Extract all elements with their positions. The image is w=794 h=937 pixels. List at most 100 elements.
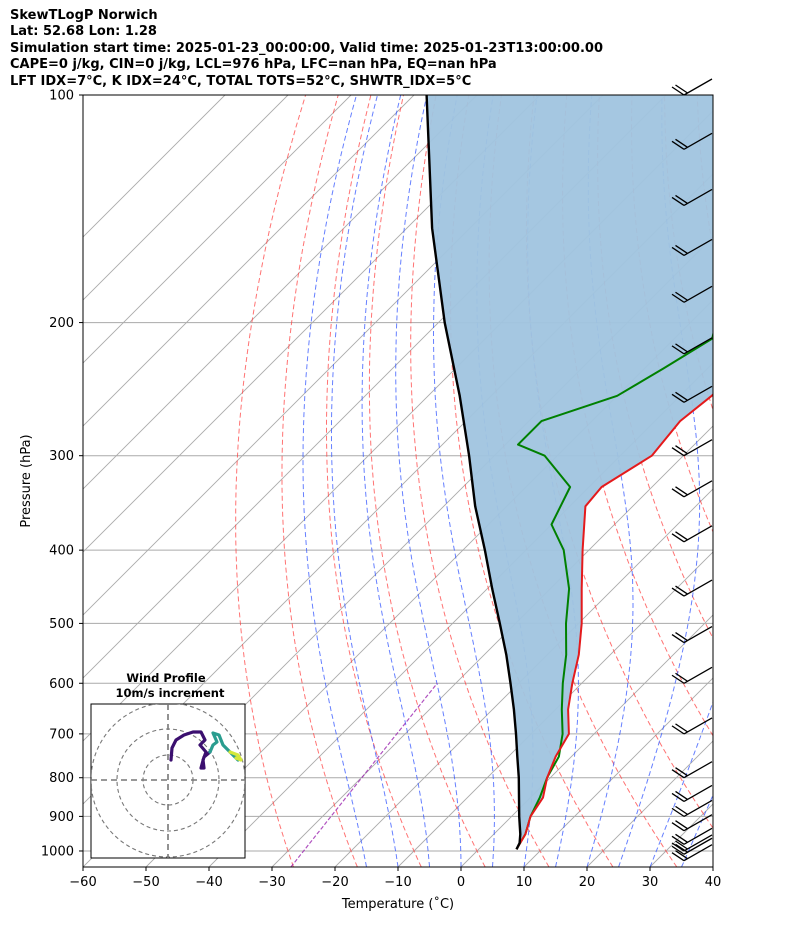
barb-flag <box>671 835 685 845</box>
barb-flag <box>671 488 685 498</box>
inset-subtitle: 10m/s increment <box>116 686 225 700</box>
isotherm-line <box>271 425 713 867</box>
barb-flag <box>675 631 688 642</box>
barb-staff <box>683 188 713 207</box>
y-axis-label: Pressure (hPa) <box>19 434 34 527</box>
barb-flag <box>671 393 685 403</box>
wind-barb <box>671 439 713 457</box>
barb-flag <box>675 723 688 733</box>
y-tick-label: 200 <box>49 316 74 331</box>
wind-barb <box>671 834 713 852</box>
barb-staff <box>683 761 713 779</box>
barb-staff <box>683 834 713 852</box>
wind-barb <box>671 579 713 597</box>
wind-barb <box>671 132 713 150</box>
wind-barb <box>671 525 713 543</box>
moist-adiabat <box>331 95 399 867</box>
dry-adiabat <box>450 95 614 867</box>
y-tick-label: 300 <box>49 449 74 464</box>
temperature-line <box>515 393 713 850</box>
moist-adiabat <box>618 95 701 867</box>
dry-adiabat <box>762 95 794 867</box>
wind-barb <box>671 761 713 779</box>
wind-barb <box>671 625 713 644</box>
wind-barb <box>671 385 713 403</box>
barb-flag <box>675 840 688 850</box>
barb-flag <box>671 293 685 303</box>
barb-flag <box>675 585 688 595</box>
isotherm-line <box>523 677 713 867</box>
barb-staff <box>683 784 713 803</box>
barb-flag <box>675 820 688 830</box>
barb-flag <box>675 291 688 301</box>
y-tick-label: 600 <box>49 677 74 692</box>
x-tick-label: 0 <box>457 875 465 890</box>
barb-flag <box>675 138 688 148</box>
barb-flag <box>675 343 688 353</box>
barb-flag <box>671 633 685 644</box>
barb-flag <box>671 674 685 684</box>
wind-barb <box>671 827 713 845</box>
barb-flag <box>675 843 688 853</box>
index-line: LFT IDX=7°C, K IDX=24°C, TOTAL TOTS=52°C… <box>10 73 472 89</box>
x-axis-label: Temperature (˚C) <box>341 896 454 912</box>
barb-flag <box>675 790 688 801</box>
wind-profile-inset: Wind Profile 10m/s increment <box>90 671 246 859</box>
barb-staff <box>683 439 713 457</box>
y-axis-ticks: 1000 900 800 700 600 500 400 300 200 100 <box>41 89 83 859</box>
moist-adiabat <box>302 95 367 867</box>
y-tick-label: 400 <box>49 544 74 559</box>
barb-staff <box>683 837 713 855</box>
barb-flag <box>671 140 685 150</box>
x-tick-label: −10 <box>384 875 411 890</box>
wind-barb <box>671 337 713 355</box>
mixing-ratio-line <box>290 682 438 867</box>
barb-flag <box>671 822 685 832</box>
wind-barb <box>671 188 713 207</box>
moist-adiabat <box>395 95 462 867</box>
wind-barb <box>671 666 713 684</box>
parcel-line <box>425 95 522 850</box>
x-tick-label: 10 <box>516 875 533 890</box>
y-tick-label: 1000 <box>41 844 74 859</box>
barb-flag <box>671 852 685 862</box>
barb-flag <box>671 769 685 779</box>
barb-staff <box>683 78 713 96</box>
chart-title: SkewTLogP Norwich <box>10 8 158 23</box>
barb-staff <box>683 844 713 862</box>
barb-flag <box>671 196 685 207</box>
x-tick-label: −40 <box>195 875 222 890</box>
chart-header: SkewTLogP Norwich Lat: 52.68 Lon: 1.28 S… <box>10 8 603 90</box>
moist-adiabat <box>649 700 713 867</box>
barb-flag <box>671 842 685 852</box>
barb-flag <box>675 767 688 777</box>
barb-flag <box>671 807 685 817</box>
barb-staff <box>683 285 713 303</box>
isotherm-line <box>83 95 541 553</box>
barb-flag <box>675 805 688 815</box>
y-tick-label: 500 <box>49 617 74 632</box>
barb-staff <box>683 579 713 597</box>
isotherm-line <box>83 95 478 490</box>
wind-barb <box>671 717 713 735</box>
barb-flag <box>675 531 688 541</box>
moist-adiabat <box>361 95 430 867</box>
barb-staff <box>683 132 713 150</box>
barb-staff <box>683 337 713 355</box>
y-tick-label: 100 <box>49 89 74 104</box>
moist-adiabat <box>681 793 713 867</box>
dry-adiabat <box>235 95 307 867</box>
dry-adiabat <box>730 95 794 867</box>
dry-adiabat <box>368 95 486 867</box>
x-tick-label: −50 <box>132 875 159 890</box>
wind-barb <box>671 285 713 303</box>
wind-barb <box>671 480 713 498</box>
barb-flag <box>675 445 688 455</box>
barb-flag <box>675 84 688 94</box>
wind-barb <box>671 784 713 803</box>
barb-flag <box>675 833 688 843</box>
barb-flag <box>671 845 685 855</box>
isotherm-line <box>712 866 713 867</box>
barb-staff <box>683 827 713 845</box>
